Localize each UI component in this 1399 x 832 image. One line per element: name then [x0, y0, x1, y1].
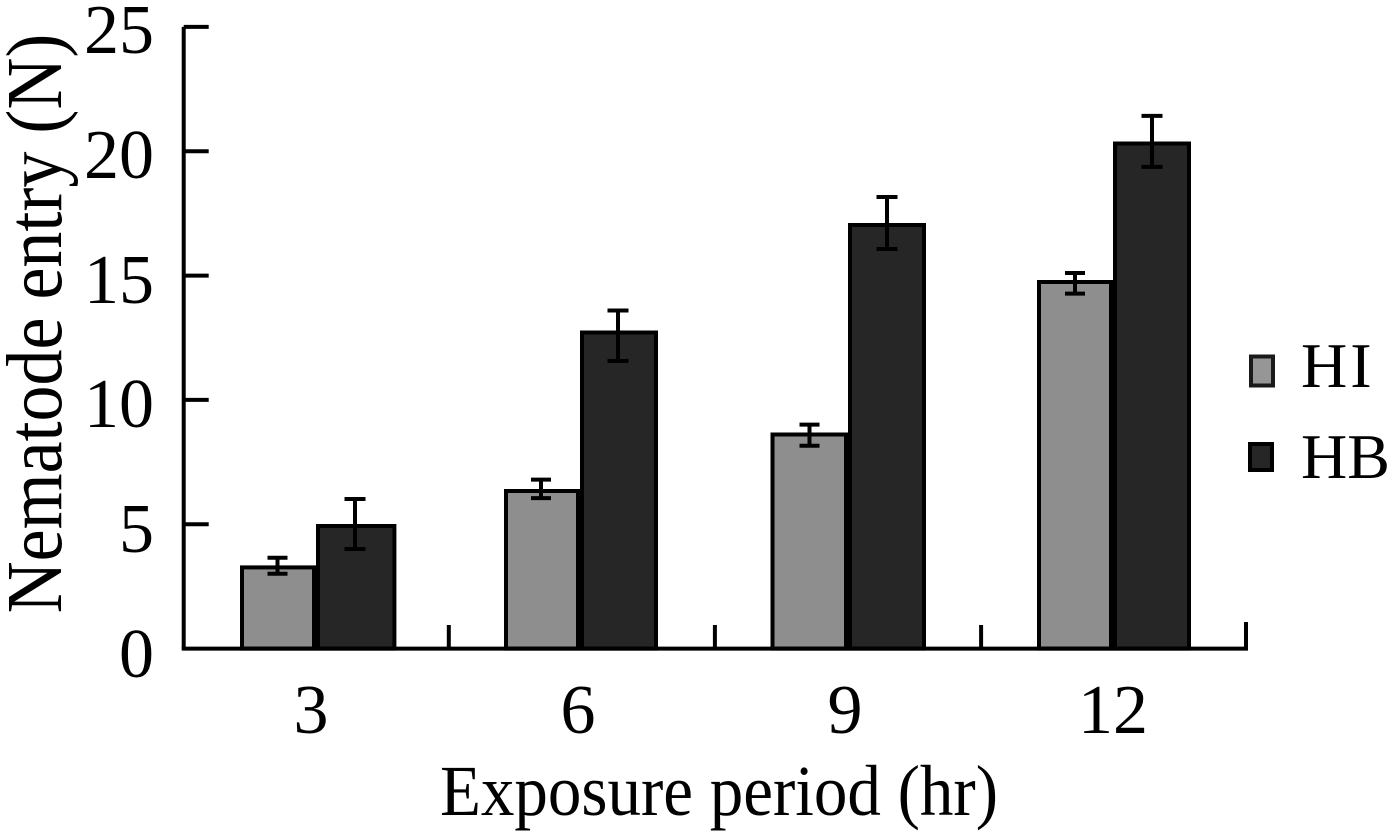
- svg-text:Nematode entry (N): Nematode entry (N): [0, 34, 79, 614]
- svg-text:Exposure period (hr): Exposure period (hr): [440, 752, 998, 832]
- svg-text:0: 0: [119, 616, 154, 693]
- svg-text:9: 9: [828, 672, 863, 749]
- svg-text:HI: HI: [1301, 330, 1375, 401]
- svg-text:15: 15: [84, 242, 154, 319]
- svg-text:10: 10: [84, 366, 154, 443]
- svg-text:6: 6: [561, 672, 596, 749]
- svg-text:HB: HB: [1301, 421, 1390, 492]
- svg-text:3: 3: [294, 672, 329, 749]
- svg-text:5: 5: [119, 491, 154, 568]
- svg-text:25: 25: [84, 0, 154, 69]
- svg-text:20: 20: [84, 117, 154, 194]
- svg-text:12: 12: [1078, 672, 1148, 749]
